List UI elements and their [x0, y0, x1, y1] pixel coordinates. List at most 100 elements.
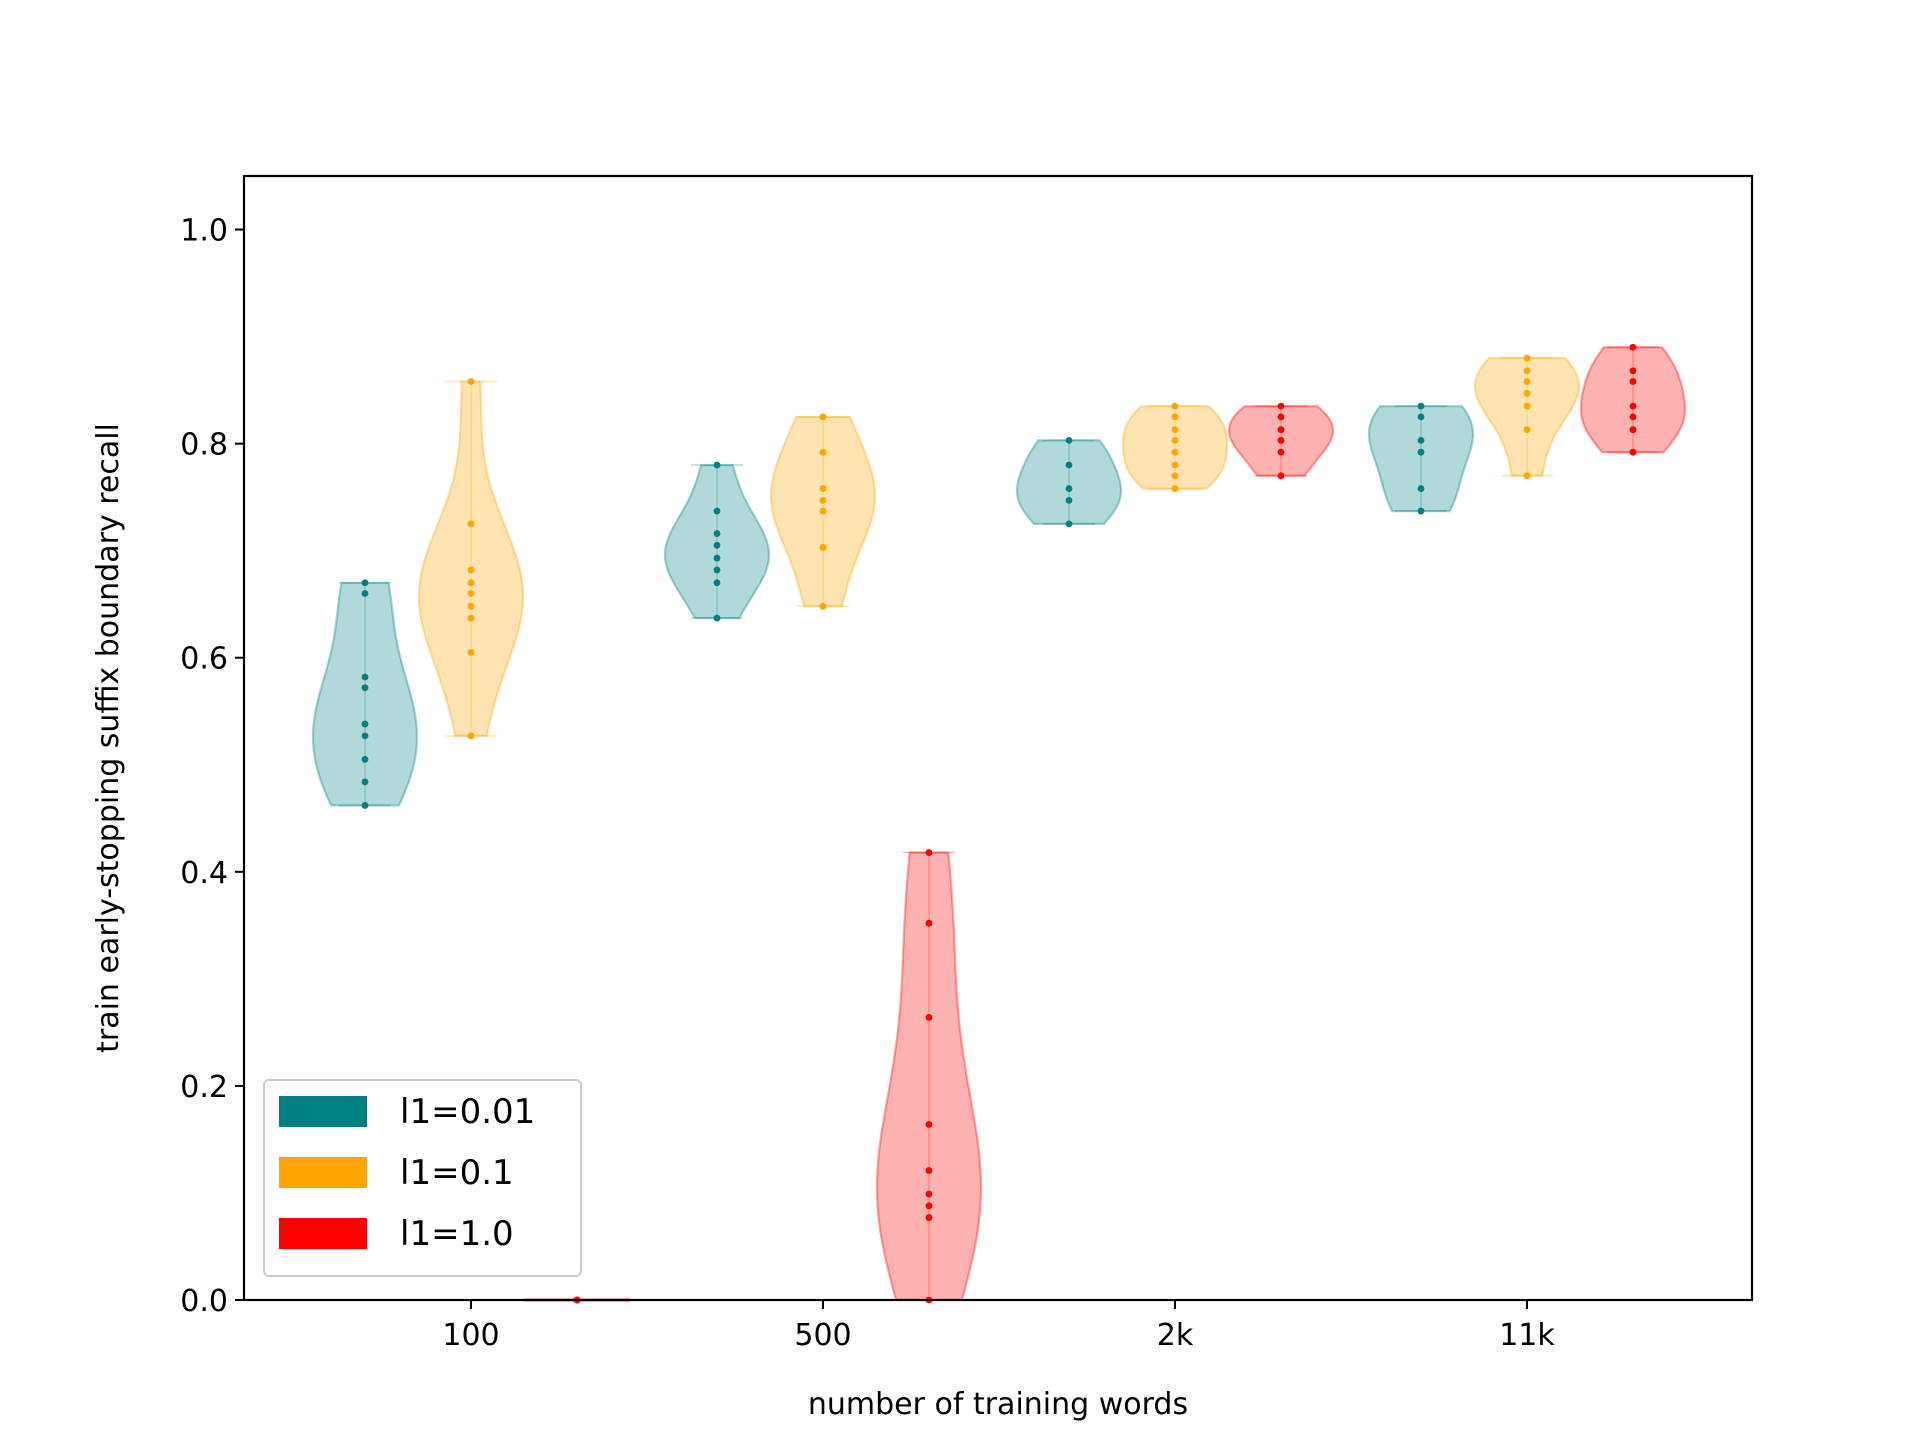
data-point — [925, 1190, 933, 1198]
data-point — [1171, 437, 1179, 444]
data-point — [1171, 448, 1179, 456]
data-point — [1523, 354, 1531, 362]
data-point — [1523, 402, 1531, 410]
data-point — [467, 520, 475, 528]
data-point — [1277, 413, 1285, 421]
violin-body — [1121, 405, 1229, 490]
data-point — [1417, 413, 1425, 421]
data-point — [1629, 448, 1637, 456]
y-tick-label: 0.0 — [180, 1284, 228, 1319]
data-point — [361, 802, 369, 809]
data-point — [925, 919, 933, 927]
legend-label: l1=1.0 — [400, 1214, 514, 1254]
x-tick-label: 2k — [1157, 1318, 1194, 1353]
legend-swatch — [279, 1157, 367, 1188]
data-point — [925, 1214, 933, 1221]
data-point — [1277, 437, 1285, 444]
data-point — [1171, 485, 1179, 492]
data-point — [713, 541, 721, 549]
data-point — [713, 579, 721, 587]
data-point — [1523, 472, 1531, 480]
data-point — [713, 507, 721, 515]
data-point — [1523, 426, 1531, 434]
y-tick-label: 0.2 — [180, 1070, 228, 1105]
data-point — [1171, 472, 1179, 480]
data-point — [1417, 507, 1425, 515]
data-point — [1171, 413, 1179, 421]
legend-swatch — [279, 1096, 367, 1127]
y-tick-label: 1.0 — [180, 214, 228, 249]
data-point — [1277, 472, 1285, 480]
legend: l1=0.01 l1=0.1 l1=1.0 — [263, 1079, 582, 1277]
data-point — [1171, 426, 1179, 434]
violin-body — [417, 380, 525, 737]
data-point — [1277, 426, 1285, 434]
data-point — [925, 1013, 933, 1021]
data-point — [713, 461, 721, 469]
data-point — [819, 544, 827, 551]
data-point — [361, 720, 369, 728]
violin-body — [1015, 439, 1123, 525]
data-point — [361, 756, 369, 763]
x-axis-label: number of training words — [808, 1387, 1188, 1422]
data-point — [361, 684, 369, 692]
plot-frame — [242, 174, 1754, 1302]
data-point — [361, 778, 369, 786]
data-point — [1523, 378, 1531, 385]
data-point — [713, 554, 721, 562]
data-point — [1629, 402, 1637, 410]
data-point — [819, 448, 827, 456]
y-axis-label: train early-stopping suffix boundary rec… — [91, 423, 126, 1053]
data-point — [925, 849, 933, 856]
legend-swatch — [279, 1218, 367, 1249]
data-point — [713, 614, 721, 622]
data-point — [925, 1167, 933, 1174]
x-tick-label: 500 — [794, 1318, 851, 1353]
data-point — [361, 673, 369, 681]
data-point — [1629, 367, 1637, 375]
data-point — [819, 496, 827, 504]
y-tick-label: 0.6 — [180, 642, 228, 677]
y-tick-label: 0.4 — [180, 856, 228, 891]
data-point — [1171, 402, 1179, 410]
data-point — [361, 732, 369, 740]
data-point — [467, 590, 475, 597]
data-point — [1065, 520, 1073, 528]
data-point — [925, 1202, 933, 1210]
legend-label: l1=0.1 — [400, 1153, 514, 1193]
violin-body — [311, 581, 419, 807]
violin-body — [1579, 346, 1687, 454]
data-point — [1523, 389, 1531, 397]
data-point — [1523, 367, 1531, 375]
data-point — [1629, 426, 1637, 434]
data-point — [467, 566, 475, 574]
violin-body — [1473, 356, 1581, 477]
legend-label: l1=0.01 — [400, 1092, 535, 1132]
y-axis: 0.0 0.2 0.4 0.6 0.8 1.0 — [180, 214, 244, 1319]
data-point — [819, 485, 827, 492]
x-tick-label: 100 — [442, 1318, 499, 1353]
data-point — [1629, 343, 1637, 351]
data-point — [1065, 496, 1073, 504]
data-point — [819, 413, 827, 421]
data-point — [361, 590, 369, 597]
violin-body — [663, 463, 771, 620]
data-point — [467, 378, 475, 385]
data-point — [1065, 437, 1073, 444]
data-point — [819, 602, 827, 610]
y-tick-label: 0.8 — [180, 428, 228, 463]
data-point — [361, 579, 369, 587]
data-point — [1171, 461, 1179, 469]
violin-body — [1367, 405, 1475, 513]
data-point — [467, 602, 475, 610]
data-point — [467, 648, 475, 656]
data-point — [1065, 485, 1073, 492]
violin-body — [875, 851, 983, 1302]
data-point — [819, 507, 827, 515]
data-point — [713, 530, 721, 537]
data-point — [713, 566, 721, 574]
data-point — [1277, 448, 1285, 456]
x-axis: 100 500 2k 11k — [442, 1300, 1555, 1353]
data-point — [1417, 437, 1425, 444]
